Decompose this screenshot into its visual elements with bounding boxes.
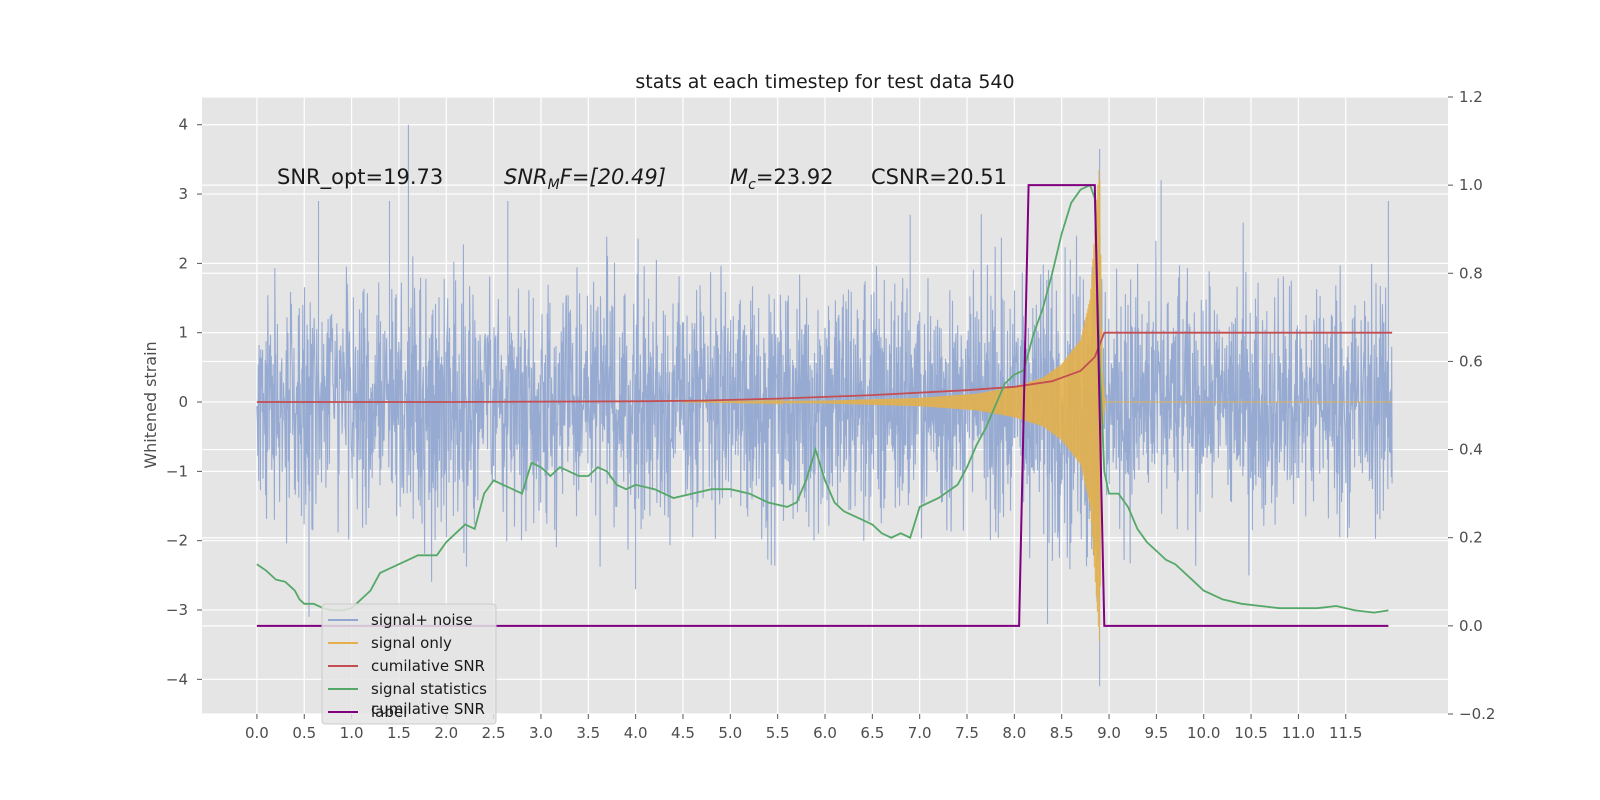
annotation-csnr: CSNR=20.51	[871, 165, 1007, 189]
annotation-snr-mf: SNRMF=[20.49]	[504, 165, 666, 193]
x-tick-label: 6.0	[813, 724, 837, 742]
y-tick-label: 0	[178, 393, 188, 411]
x-tick-label: 1.5	[387, 724, 411, 742]
legend-entry-signal-statistics-label: signal statistics	[371, 680, 487, 698]
y-tick-label: 3	[178, 185, 188, 203]
annotation-mc-sub: c	[748, 177, 756, 193]
x-tick-label: 11.0	[1282, 724, 1315, 742]
y2-tick-label: 0.4	[1459, 441, 1483, 459]
x-tick-label: 9.5	[1144, 724, 1168, 742]
annotation-mc-var: M	[730, 165, 748, 189]
series-line-label	[256, 184, 1389, 627]
x-tick-label: 10.0	[1187, 724, 1220, 742]
x-tick-label: 2.5	[482, 724, 506, 742]
y2-tick-label: 1.0	[1459, 176, 1483, 194]
y2-tick-label: 1.2	[1459, 88, 1483, 106]
y2-tick-label: −0.2	[1459, 705, 1495, 723]
annotation-snr-mf-rest: F=[20.49]	[560, 165, 666, 189]
annotation-chirp-mass: Mc=23.92	[730, 165, 834, 193]
y-tick-label: −2	[166, 532, 188, 550]
annotation-snr-opt: SNR_opt=19.73	[277, 165, 443, 190]
x-tick-label: 10.5	[1234, 724, 1267, 742]
x-tick-label: 5.0	[718, 724, 742, 742]
legend-entries: signal+ noise signal only cumilative SNR si…	[328, 611, 487, 721]
legend-ghost-text: cumilative SNR	[371, 700, 485, 718]
x-tick-label: 4.0	[624, 724, 648, 742]
y-tick-label: 1	[178, 324, 188, 342]
legend: cumilative SNR signal+ noise signal only c…	[321, 603, 497, 725]
x-tick-label: 4.5	[671, 724, 695, 742]
x-tick-label: 6.5	[860, 724, 884, 742]
y-tick-label: 2	[178, 254, 188, 272]
x-tick-label: 7.0	[908, 724, 932, 742]
y-tick-label: −3	[166, 601, 188, 619]
y2-tick-label: 0.2	[1459, 529, 1483, 547]
legend-entry-cumulative-snr-label: cumilative SNR	[371, 657, 485, 675]
x-tick-label: 8.5	[1050, 724, 1074, 742]
x-tick-label: 11.5	[1329, 724, 1362, 742]
x-tick-label: 0.5	[292, 724, 316, 742]
chart-title: stats at each timestep for test data 540	[635, 71, 1014, 93]
x-tick-label: 7.5	[955, 724, 979, 742]
y2-axis-ticks: −0.2 0.0 0.2 0.4 0.6 0.8 1.0 1.2	[1448, 88, 1495, 723]
y2-tick-label: 0.8	[1459, 264, 1483, 282]
y-axis-ticks: −4 −3 −2 −1 0 1 2 3 4	[166, 116, 202, 688]
series-line-signal-only	[683, 169, 1393, 642]
y-tick-label: −4	[166, 670, 188, 688]
y2-tick-label: 0.0	[1459, 617, 1483, 635]
legend-entry-label-label: label	[371, 703, 407, 721]
x-tick-label: 2.0	[434, 724, 458, 742]
x-tick-label: 9.0	[1097, 724, 1121, 742]
x-tick-label: 5.5	[766, 724, 790, 742]
annotation-snr-mf-sub: M	[548, 177, 560, 193]
legend-entry-signal-only-label: signal only	[371, 634, 452, 652]
y-tick-label: 4	[178, 116, 188, 134]
x-tick-label: 3.0	[529, 724, 553, 742]
x-tick-label: 3.5	[576, 724, 600, 742]
annotation-mc-rest: =23.92	[756, 165, 834, 189]
x-tick-label: 1.0	[340, 724, 364, 742]
annotation-snr-mf-var: SNR	[504, 165, 548, 189]
y2-tick-label: 0.6	[1459, 352, 1483, 370]
x-axis-ticks: 0.0 0.5 1.0 1.5 2.0 2.5 3.0 3.5 4.0 4.5 5.0 5.5 6.0 6…	[245, 714, 1362, 742]
y-tick-label: −1	[166, 462, 188, 480]
series-line-signal-statistics	[256, 183, 1389, 614]
x-tick-label: 0.0	[245, 724, 269, 742]
legend-entry-signal-noise-label: signal+ noise	[371, 611, 473, 629]
x-tick-label: 8.0	[1002, 724, 1026, 742]
legend-frame	[321, 603, 497, 725]
y-axis-label: Whitened strain	[141, 341, 160, 468]
series-line-cumulative-snr	[256, 331, 1393, 403]
